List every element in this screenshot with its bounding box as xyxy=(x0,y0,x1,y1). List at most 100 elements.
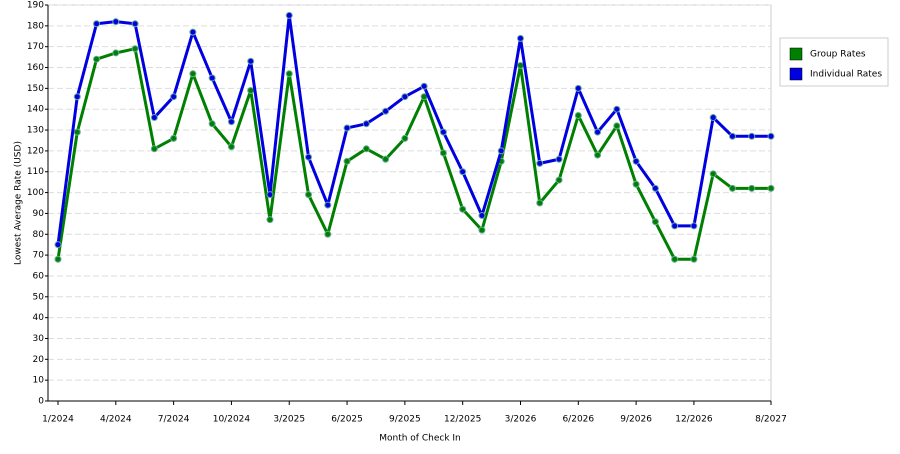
data-point xyxy=(671,222,679,230)
data-point xyxy=(690,255,698,263)
data-point xyxy=(690,222,698,230)
y-tick-label: 130 xyxy=(27,126,44,136)
data-point xyxy=(632,180,640,188)
data-point xyxy=(131,45,139,53)
x-tick-label: 4/2024 xyxy=(100,415,132,425)
data-point xyxy=(170,93,178,101)
y-tick-label: 150 xyxy=(27,84,44,94)
y-tick-label: 190 xyxy=(27,1,44,11)
data-point xyxy=(93,55,101,63)
y-tick-label: 90 xyxy=(33,209,45,219)
data-point xyxy=(343,157,351,165)
data-point xyxy=(594,151,602,159)
data-point xyxy=(439,149,447,157)
data-point xyxy=(285,11,293,19)
data-point xyxy=(131,20,139,28)
y-tick-label: 140 xyxy=(27,105,44,115)
data-point xyxy=(651,184,659,192)
y-tick-label: 110 xyxy=(27,167,44,177)
x-axis-title: Month of Check In xyxy=(379,434,461,444)
data-point xyxy=(709,170,717,178)
data-point xyxy=(632,157,640,165)
data-point xyxy=(189,28,197,36)
data-point xyxy=(651,218,659,226)
y-tick-label: 100 xyxy=(27,188,44,198)
data-point xyxy=(613,105,621,113)
legend-label: Individual Rates xyxy=(810,70,882,80)
data-point xyxy=(324,201,332,209)
data-point xyxy=(767,132,775,140)
data-point xyxy=(150,114,158,122)
data-point xyxy=(709,114,717,122)
y-tick-label: 0 xyxy=(38,397,44,407)
data-point xyxy=(748,184,756,192)
legend-swatch xyxy=(789,67,803,81)
data-point xyxy=(574,84,582,92)
data-point xyxy=(247,86,255,94)
y-tick-label: 10 xyxy=(33,376,45,386)
data-point xyxy=(54,241,62,249)
y-tick-label: 80 xyxy=(33,230,45,240)
y-tick-label: 40 xyxy=(33,313,45,323)
data-point xyxy=(305,191,313,199)
data-point xyxy=(401,93,409,101)
data-point xyxy=(497,147,505,155)
x-tick-label: 10/2024 xyxy=(213,415,251,425)
data-point xyxy=(439,128,447,136)
data-point xyxy=(112,49,120,57)
y-tick-label: 170 xyxy=(27,42,44,52)
data-point xyxy=(671,255,679,263)
data-point xyxy=(478,212,486,220)
data-point xyxy=(189,70,197,78)
y-tick-label: 50 xyxy=(33,292,45,302)
data-point xyxy=(324,230,332,238)
data-point xyxy=(285,70,293,78)
y-tick-label: 180 xyxy=(27,21,44,31)
y-tick-label: 60 xyxy=(33,271,45,281)
data-point xyxy=(170,134,178,142)
x-tick-label: 1/2024 xyxy=(42,415,74,425)
data-point xyxy=(459,205,467,213)
data-point xyxy=(728,184,736,192)
data-point xyxy=(343,124,351,132)
y-tick-label: 120 xyxy=(27,146,44,156)
data-point xyxy=(613,122,621,130)
x-tick-label: 12/2026 xyxy=(675,415,713,425)
data-point xyxy=(748,132,756,140)
x-tick-label: 9/2025 xyxy=(389,415,421,425)
data-point xyxy=(305,153,313,161)
x-tick-label: 3/2025 xyxy=(273,415,305,425)
x-tick-label: 3/2026 xyxy=(505,415,537,425)
x-tick-label: 8/2027 xyxy=(755,415,787,425)
data-point xyxy=(382,107,390,115)
y-tick-label: 20 xyxy=(33,355,45,365)
data-point xyxy=(728,132,736,140)
x-tick-label: 6/2025 xyxy=(331,415,363,425)
data-point xyxy=(516,61,524,69)
data-point xyxy=(536,159,544,167)
legend-swatch xyxy=(789,47,803,61)
data-point xyxy=(54,255,62,263)
data-point xyxy=(574,111,582,119)
data-point xyxy=(555,155,563,163)
data-point xyxy=(208,74,216,82)
x-tick-label: 9/2026 xyxy=(620,415,652,425)
data-point xyxy=(266,191,274,199)
data-point xyxy=(227,118,235,126)
series-line xyxy=(56,47,771,261)
data-point xyxy=(382,155,390,163)
data-point xyxy=(362,145,370,153)
series-line xyxy=(56,13,771,245)
data-point xyxy=(227,143,235,151)
legend-label: Group Rates xyxy=(810,50,866,60)
data-point xyxy=(112,18,120,26)
data-point xyxy=(536,199,544,207)
data-point xyxy=(208,120,216,128)
x-tick-label: 12/2025 xyxy=(444,415,481,425)
data-point xyxy=(362,120,370,128)
data-point xyxy=(73,93,81,101)
data-point xyxy=(93,20,101,28)
data-point xyxy=(73,128,81,136)
data-point xyxy=(401,134,409,142)
